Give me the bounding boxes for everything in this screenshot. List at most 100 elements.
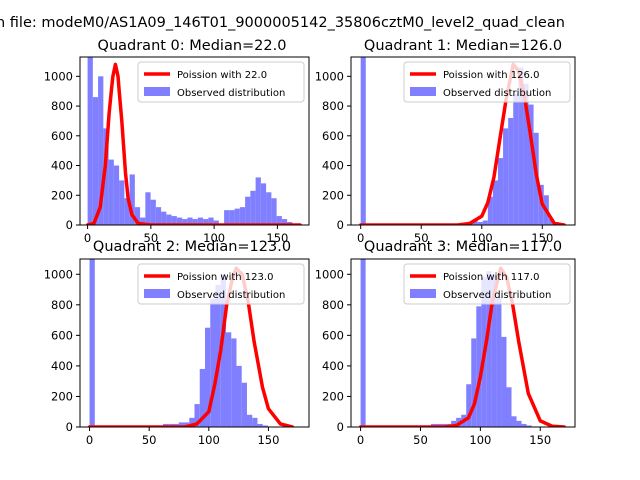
histogram-bar (271, 198, 277, 225)
histogram-bar (92, 97, 99, 225)
legend-observed-label: Observed distribution (443, 290, 551, 301)
histogram-bar (194, 404, 200, 427)
histogram-bar (103, 128, 109, 225)
x-tick-label: 100 (203, 231, 225, 245)
y-tick-label: 600 (322, 129, 344, 143)
x-tick-label: 150 (531, 231, 553, 245)
axes-frame (350, 258, 576, 428)
histogram-bar (526, 425, 532, 427)
histogram-bar (252, 417, 258, 427)
histogram-bar (523, 83, 529, 225)
histogram-bar (466, 384, 472, 427)
histogram-bar (503, 128, 509, 225)
histogram-bar (199, 368, 205, 427)
histogram-bar (360, 57, 366, 225)
y-tick-label: 800 (322, 298, 344, 312)
y-tick-label: 0 (66, 420, 73, 434)
quadrant-0-plot: 0 50 100 150 0 200 400 600 800 1000 Poission with … (44, 38, 310, 245)
legend-observed-label: Observed distribution (177, 290, 285, 301)
histogram-bar (491, 274, 497, 427)
x-tick-label: 150 (257, 433, 279, 447)
histogram-bar (257, 423, 263, 427)
histogram-bar (518, 67, 524, 225)
x-tick-label: 50 (414, 231, 429, 245)
x-tick-label: 100 (471, 231, 493, 245)
histogram-bar (220, 274, 226, 427)
histogram-bar (171, 216, 177, 225)
axes-frame (79, 56, 310, 226)
histogram-bar (189, 417, 195, 427)
legend: Poission with 123.0 Observed distribution (137, 263, 305, 305)
y-tick-label: 400 (322, 359, 344, 373)
y-tick-label: 1000 (315, 267, 344, 281)
histogram-bar (129, 174, 135, 225)
legend-poisson-label: Poission with 123.0 (177, 272, 273, 283)
quadrant-3-plot: 0 50 100 150 0 200 400 600 800 1000 Poission with … (315, 239, 576, 447)
histogram-bar (89, 259, 95, 427)
quadrant-3-title: Quadrant 3: Median=117.0 (364, 239, 562, 255)
histogram-bar (187, 217, 193, 225)
histogram-bar (197, 217, 204, 225)
y-tick-label: 800 (51, 298, 73, 312)
y-tick-label: 800 (51, 99, 73, 113)
legend-hist-swatch (410, 87, 436, 96)
legend-box (403, 61, 571, 103)
histogram-bar (496, 297, 502, 427)
histogram-bar (501, 336, 507, 427)
x-tick-label: 150 (529, 433, 551, 447)
histogram-bar (281, 219, 288, 225)
histogram-bar (276, 216, 282, 225)
legend-box (137, 61, 305, 103)
histogram-bar (528, 104, 534, 225)
y-tick-label: 200 (322, 389, 344, 403)
legend-hist-swatch (144, 87, 170, 96)
histogram-bar (124, 198, 130, 225)
histogram-bar (178, 422, 185, 427)
histogram-bar (203, 219, 209, 225)
histogram-bar (108, 159, 114, 225)
histogram-bar (161, 211, 167, 225)
legend-hist-swatch (144, 289, 170, 298)
legend: Poission with 126.0 Observed distribution (403, 61, 571, 103)
histogram-bar (513, 94, 519, 225)
histogram-bar (239, 207, 246, 225)
histogram-bar (471, 338, 477, 427)
y-tick-label: 600 (322, 328, 344, 342)
histogram-bar (176, 217, 183, 225)
y-tick-label: 1000 (44, 267, 73, 281)
histogram-bar (208, 217, 214, 225)
histogram-bar (476, 306, 482, 427)
x-tick-label: 0 (357, 433, 364, 447)
histogram-bar (204, 327, 211, 427)
quadrant-0-title: Quadrant 0: Median=22.0 (98, 38, 287, 54)
histogram-bar (134, 207, 141, 225)
histogram-bar (231, 338, 237, 427)
legend-hist-swatch (410, 289, 436, 298)
x-tick-label: 0 (357, 231, 364, 245)
legend-poisson-label: Poission with 126.0 (443, 70, 539, 81)
histogram-bar (521, 423, 527, 427)
y-tick-label: 800 (322, 99, 344, 113)
histogram-bar (145, 192, 151, 225)
x-tick-label: 150 (266, 231, 288, 245)
legend-poisson-label: Poission with 22.0 (177, 70, 267, 81)
histogram-bar (266, 192, 272, 225)
y-tick-label: 400 (322, 159, 344, 173)
y-tick-label: 200 (51, 188, 73, 202)
quadrant-2-plot: 0 50 100 150 0 200 400 600 800 1000 Poission with … (44, 239, 310, 447)
legend: Poission with 22.0 Observed distribution (137, 61, 305, 103)
histogram-bar (262, 425, 268, 427)
legend-box (137, 263, 305, 305)
histogram-bar (119, 180, 125, 225)
y-tick-label: 1000 (44, 69, 73, 83)
histogram-bar (225, 332, 232, 427)
histogram-bar (155, 207, 162, 225)
histogram-bar (236, 365, 242, 427)
histogram-bar (487, 196, 493, 225)
histogram-bar (260, 183, 267, 225)
histogram-bar (245, 196, 251, 225)
x-tick-label: 100 (469, 433, 491, 447)
histogram-bar (472, 220, 478, 225)
histogram-bar (486, 271, 492, 427)
